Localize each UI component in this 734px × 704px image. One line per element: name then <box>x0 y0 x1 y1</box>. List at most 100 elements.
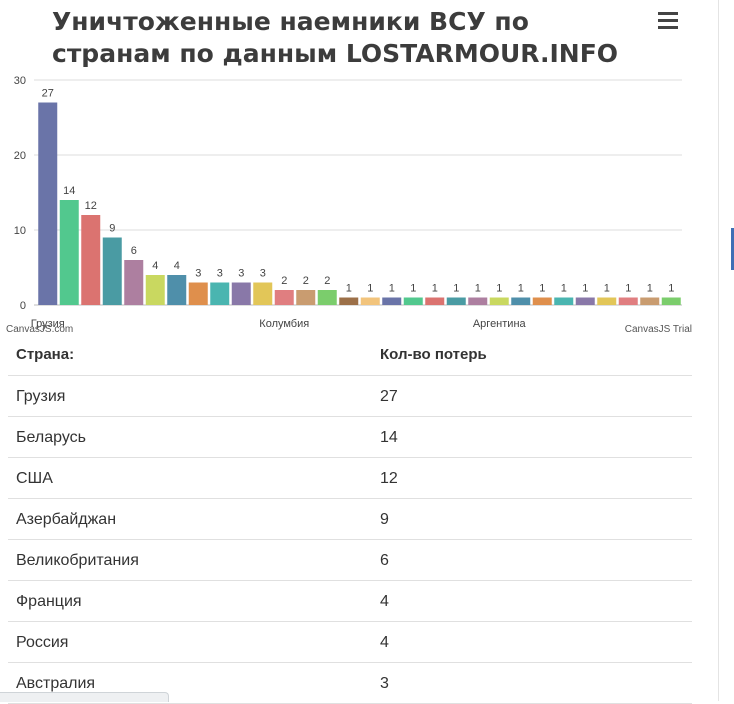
country-cell: Россия <box>16 634 69 651</box>
country-cell: Великобритания <box>16 552 139 569</box>
bar-value-label: 1 <box>367 283 373 295</box>
bar-value-label: 1 <box>647 283 653 295</box>
bar-value-label: 2 <box>281 275 287 287</box>
bar <box>554 297 574 305</box>
table-header-row: Страна: Кол-во потерь <box>8 334 692 376</box>
bar <box>145 275 165 305</box>
bar-chart: 0 10 20 30 27 Грузия 14 12 9 6 4 4 3 3 3 3 2 Колумбия 2 2 1 1… <box>6 75 692 335</box>
table-row: Беларусь 14 <box>8 417 692 458</box>
losses-cell: 14 <box>380 429 398 446</box>
bar <box>210 282 230 305</box>
country-cell: Азербайджан <box>16 511 117 528</box>
bar-value-label: 1 <box>410 283 416 295</box>
bar-value-label: 1 <box>475 283 481 295</box>
bar <box>339 297 359 305</box>
bar-value-label: 2 <box>303 275 309 287</box>
bar <box>489 297 509 305</box>
country-cell: Австралия <box>16 675 96 692</box>
bar-value-label: 1 <box>346 283 352 295</box>
bar <box>124 260 144 305</box>
country-cell: Франция <box>16 593 82 610</box>
bar-value-label: 4 <box>152 260 158 272</box>
bar <box>81 215 101 305</box>
table-row: Франция 4 <box>8 581 692 622</box>
bar <box>38 102 58 305</box>
table-row: Россия 4 <box>8 622 692 663</box>
bar-value-label: 1 <box>518 283 524 295</box>
losses-cell: 3 <box>380 675 389 692</box>
bar-value-label: 3 <box>195 268 201 280</box>
bar <box>253 282 273 305</box>
hamburger-menu-icon[interactable] <box>658 12 678 30</box>
bar-value-label: 27 <box>42 88 54 100</box>
table-row: Великобритания 6 <box>8 540 692 581</box>
bar-value-label: 1 <box>625 283 631 295</box>
bar <box>274 290 294 305</box>
bar <box>188 282 208 305</box>
bar-value-label: 6 <box>131 245 137 257</box>
bar <box>360 297 380 305</box>
bar <box>468 297 488 305</box>
chart-watermark-right: CanvasJS Trial <box>625 324 692 335</box>
y-tick-label: 20 <box>14 150 26 162</box>
table-row: США 12 <box>8 458 692 499</box>
losses-table: Страна: Кол-во потерь Грузия 27 Беларусь 14… <box>8 334 692 704</box>
bar <box>317 290 337 305</box>
country-cell: Грузия <box>16 388 66 405</box>
losses-cell: 6 <box>380 552 389 569</box>
bottom-tab[interactable] <box>0 692 169 702</box>
x-tick-label: Грузия <box>31 318 65 330</box>
losses-cell: 27 <box>380 388 398 405</box>
y-tick-label: 10 <box>14 225 26 237</box>
bar <box>231 282 251 305</box>
chart-title: Уничтоженные наемники ВСУ по странам по … <box>52 7 619 68</box>
losses-cell: 9 <box>380 511 389 528</box>
x-tick-label: Колумбия <box>259 318 309 330</box>
bar-value-label: 1 <box>668 283 674 295</box>
bar-value-label: 1 <box>582 283 588 295</box>
table-row: Азербайджан 9 <box>8 499 692 540</box>
bar <box>640 297 660 305</box>
bar-value-label: 1 <box>539 283 545 295</box>
bar-value-label: 3 <box>238 268 244 280</box>
losses-cell: 4 <box>380 634 389 651</box>
bar <box>296 290 316 305</box>
bar-value-label: 4 <box>174 260 180 272</box>
country-cell: США <box>16 470 53 487</box>
bar-value-label: 12 <box>85 200 97 212</box>
bar <box>446 297 466 305</box>
bar <box>102 237 122 305</box>
bar <box>167 275 187 305</box>
x-tick-label: Аргентина <box>473 318 527 330</box>
table-row: Грузия 27 <box>8 376 692 417</box>
bar-value-label: 14 <box>63 185 75 197</box>
bar-value-label: 2 <box>324 275 330 287</box>
bar-value-label: 9 <box>109 223 115 235</box>
bar <box>425 297 445 305</box>
bar-value-label: 1 <box>604 283 610 295</box>
bar-value-label: 1 <box>453 283 459 295</box>
bar-value-label: 1 <box>432 283 438 295</box>
bar-value-label: 3 <box>217 268 223 280</box>
bar-value-label: 1 <box>389 283 395 295</box>
bar <box>511 297 531 305</box>
side-scroll-tab[interactable] <box>731 228 734 270</box>
chart-watermark-left: CanvasJS.com <box>6 324 73 335</box>
y-tick-label: 0 <box>20 300 26 312</box>
bar <box>532 297 552 305</box>
bar <box>382 297 402 305</box>
header-losses: Кол-во потерь <box>380 346 487 363</box>
country-cell: Беларусь <box>16 429 86 446</box>
bar <box>618 297 638 305</box>
page-side-border <box>718 0 719 701</box>
bar <box>403 297 423 305</box>
losses-cell: 12 <box>380 470 398 487</box>
losses-cell: 4 <box>380 593 389 610</box>
bar <box>59 200 79 305</box>
bar-value-label: 1 <box>561 283 567 295</box>
bar-value-label: 3 <box>260 268 266 280</box>
y-tick-label: 30 <box>14 75 26 87</box>
header-country: Страна: <box>16 346 75 363</box>
bar-value-label: 1 <box>496 283 502 295</box>
bar <box>575 297 595 305</box>
